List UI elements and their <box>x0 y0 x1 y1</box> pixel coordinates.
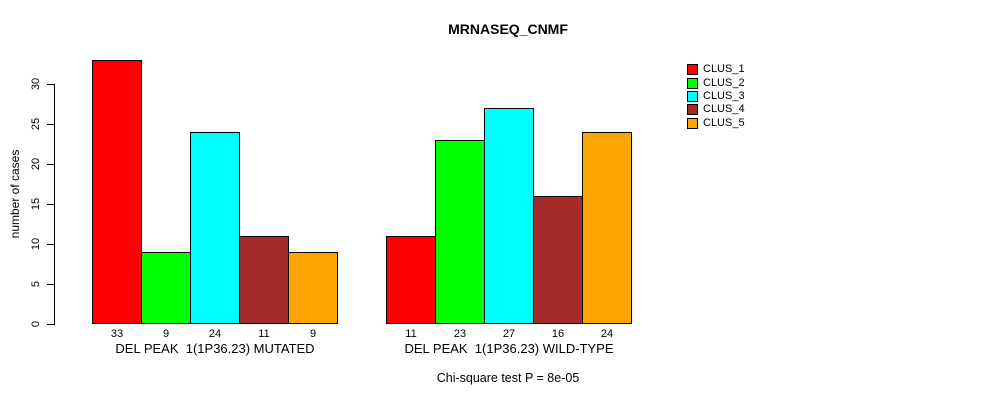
y-axis-tick-label: 25 <box>30 117 42 131</box>
y-axis-tick-label: 0 <box>30 320 42 328</box>
chi-square-annotation: Chi-square test P = 8e-05 <box>436 371 580 385</box>
bar <box>141 252 191 324</box>
y-axis-tick <box>47 284 54 285</box>
legend-item: CLUS_2 <box>687 76 745 89</box>
y-axis-tick-label: 30 <box>30 77 42 91</box>
bar <box>92 60 142 324</box>
legend-item: CLUS_4 <box>687 103 745 116</box>
bar-value-label: 24 <box>600 328 614 340</box>
legend-label: CLUS_1 <box>703 63 745 76</box>
bar-value-label: 27 <box>502 328 516 340</box>
legend-item: CLUS_5 <box>687 117 745 130</box>
chart-title: MRNASEQ_CNMF <box>448 21 568 37</box>
legend-label: CLUS_5 <box>703 116 745 129</box>
y-axis-tick-label: 15 <box>30 197 42 211</box>
bar-value-label: 9 <box>162 328 170 340</box>
group-label: DEL PEAK 1(1P36.23) MUTATED <box>115 341 315 356</box>
group-label: DEL PEAK 1(1P36.23) WILD-TYPE <box>404 341 614 356</box>
bar-value-label: 11 <box>405 328 417 340</box>
bar <box>435 140 485 324</box>
y-axis-tick <box>47 324 54 325</box>
legend: CLUS_1 CLUS_2 CLUS_3 CLUS_4 CLUS_5 <box>687 63 745 130</box>
bar-value-label: 11 <box>258 328 270 340</box>
y-axis-tick <box>47 124 54 125</box>
bar <box>582 132 632 324</box>
legend-swatch <box>687 77 698 89</box>
y-axis-tick <box>47 164 54 165</box>
legend-swatch <box>687 117 698 129</box>
y-axis-tick <box>47 84 54 85</box>
bar <box>484 108 534 324</box>
legend-swatch <box>687 104 698 116</box>
bar <box>533 196 583 324</box>
y-axis <box>54 84 55 325</box>
bar-value-label: 16 <box>551 328 565 340</box>
bar-value-label: 9 <box>309 328 317 340</box>
bar-value-label: 24 <box>208 328 222 340</box>
legend-item: CLUS_1 <box>687 63 745 76</box>
y-axis-label: number of cases <box>8 149 22 239</box>
y-axis-tick-label: 10 <box>30 237 42 251</box>
bar-value-label: 33 <box>110 328 124 340</box>
legend-label: CLUS_2 <box>703 76 745 89</box>
bar <box>239 236 289 324</box>
bar-value-label: 23 <box>453 328 467 340</box>
y-axis-tick <box>47 204 54 205</box>
bar <box>190 132 240 324</box>
y-axis-tick-label: 5 <box>30 280 42 288</box>
legend-swatch <box>687 64 698 76</box>
legend-swatch <box>687 90 698 102</box>
bar <box>288 252 338 324</box>
legend-item: CLUS_3 <box>687 90 745 103</box>
y-axis-tick <box>47 244 54 245</box>
bar <box>386 236 436 324</box>
y-axis-tick-label: 20 <box>30 157 42 171</box>
legend-label: CLUS_3 <box>703 89 745 102</box>
legend-label: CLUS_4 <box>703 103 745 116</box>
